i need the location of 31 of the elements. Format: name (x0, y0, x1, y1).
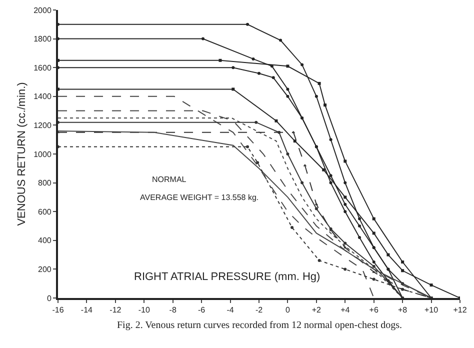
y-tick-label: 200 (38, 265, 52, 274)
y-axis-title: VENOUS RETURN (cc./min.) (16, 82, 28, 226)
y-tick-label: 1400 (34, 92, 52, 102)
y-tick-label: 1200 (34, 121, 52, 130)
caption: Fig. 2. Venous return curves recorded from 12 normal open-chest dogs. (117, 320, 402, 331)
x-tick-label: -14 (80, 306, 94, 315)
x-tick-label: -16 (52, 306, 64, 315)
x-tick-label: -2 (255, 306, 264, 315)
x-tick-label: +10 (424, 306, 439, 315)
annotation: AVERAGE WEIGHT = 13.558 kg. (140, 193, 259, 202)
x-tick-label: +8 (398, 306, 408, 315)
x-tick-label: +12 (453, 306, 468, 315)
y-tick-label: 1800 (34, 34, 52, 44)
y-tick-label: 800 (38, 178, 52, 188)
y-tick-label: 1600 (34, 63, 52, 72)
x-tick-label: -10 (138, 306, 150, 315)
y-tick-label: 600 (38, 207, 52, 216)
y-tick-label: 400 (38, 236, 52, 246)
x-tick-label: +6 (369, 306, 379, 315)
x-tick-label: -12 (110, 306, 122, 315)
x-tick-label: -6 (198, 306, 206, 315)
x-tick-label: +2 (312, 306, 322, 315)
y-tick-label: 2000 (34, 6, 52, 15)
x-tick-label: -4 (226, 306, 234, 315)
x-tick-label: +4 (340, 306, 350, 315)
annotation: NORMAL (152, 175, 187, 184)
y-tick-label: 1000 (34, 150, 52, 159)
x-axis-title: RIGHT ATRIAL PRESSURE (mm. Hg) (134, 271, 320, 283)
x-tick-label: 0 (285, 306, 290, 315)
y-tick-label: 0 (46, 294, 52, 303)
x-tick-label: -8 (169, 306, 177, 315)
